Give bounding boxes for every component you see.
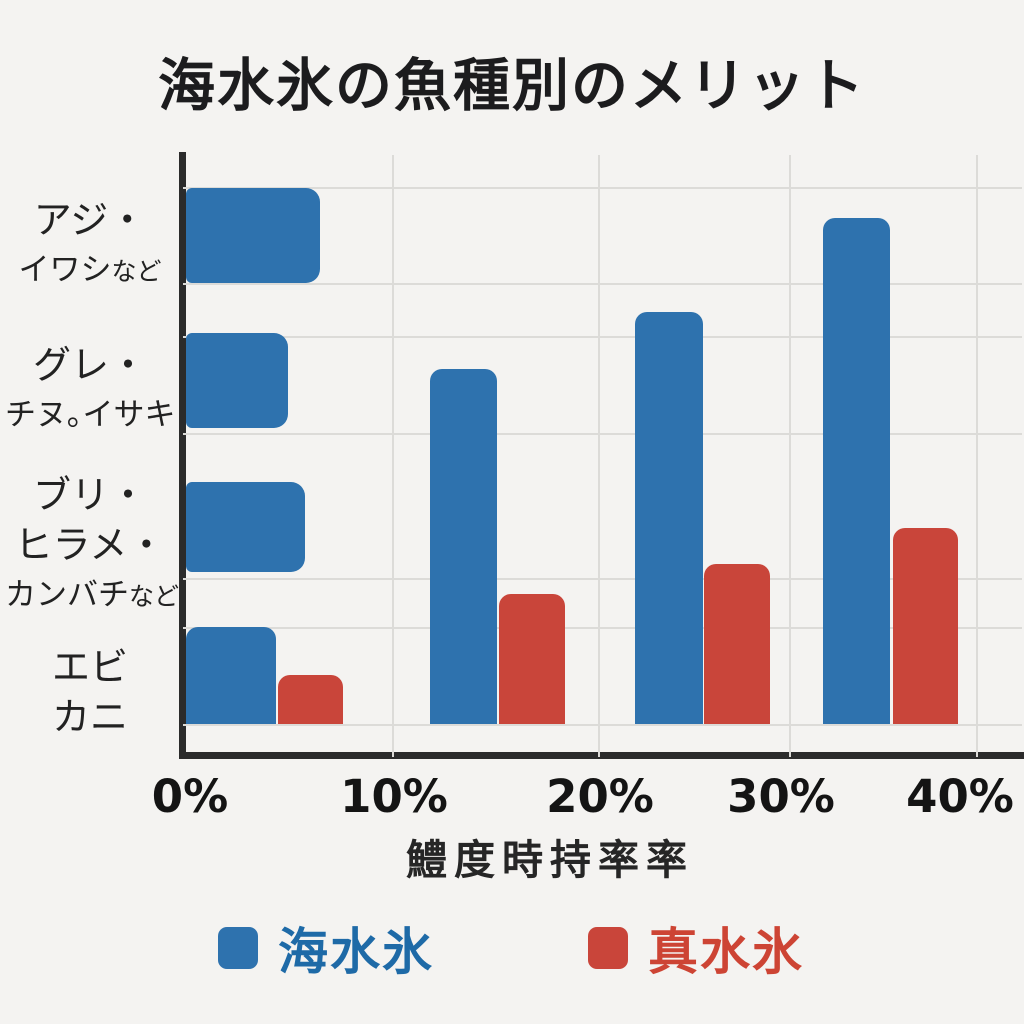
seawater-ice-bar: [635, 312, 703, 724]
x-tick-0: 0%: [151, 770, 229, 823]
y-axis-label-line: イワシなど: [18, 252, 162, 288]
gridline-horizontal: [183, 578, 1022, 580]
gridline-vertical: [392, 155, 394, 757]
seawater-ice-bar: [186, 188, 320, 283]
y-axis-label-line: アジ・: [33, 198, 147, 242]
y-axis-label-suffix: など: [111, 257, 162, 286]
legend-item-freshwater-ice: 真水氷: [588, 912, 804, 984]
y-axis-label: グレ・チヌ｡イサキ: [5, 340, 176, 440]
seawater-ice-bar: [823, 218, 890, 724]
seawater-ice-bar: [186, 627, 276, 724]
legend-label-seawater-ice: 海水氷: [278, 923, 434, 981]
gridline-horizontal: [183, 283, 1022, 285]
gridline-horizontal: [183, 187, 1022, 189]
gridline-horizontal: [183, 724, 1022, 726]
x-tick-40: 40%: [906, 770, 1014, 823]
y-axis-label-line: カンバチなど: [5, 577, 180, 613]
y-axis-label-line: エビ: [51, 645, 128, 689]
y-axis-label-line: グレ・: [32, 343, 147, 387]
gridline-vertical: [789, 155, 791, 757]
legend-item-seawater-ice: 海水氷: [218, 912, 434, 984]
y-axis-label-line: ヒラメ・: [14, 523, 166, 567]
plot-area: [183, 155, 1022, 757]
y-axis-label-line: ブリ・: [32, 473, 147, 517]
x-axis-title: 鱧度時持率率: [406, 836, 694, 884]
x-tick-30: 30%: [727, 770, 835, 823]
legend: 海水氷 真水氷: [0, 912, 1024, 982]
x-axis-line: [179, 752, 1024, 759]
chart-title: 海水氷の魚種別のメリット: [158, 53, 866, 119]
seawater-ice-bar: [430, 369, 497, 724]
y-axis-label: エビ カニ: [5, 642, 175, 742]
y-axis-label-suffix: など: [129, 582, 180, 611]
y-axis-line: [179, 152, 186, 759]
gridline-vertical: [976, 155, 978, 757]
legend-label-freshwater-ice: 真水氷: [648, 923, 804, 981]
seawater-ice-bar: [186, 333, 288, 428]
x-tick-20: 20%: [546, 770, 654, 823]
gridline-vertical: [598, 155, 600, 757]
y-axis-label: アジ・イワシなど: [5, 195, 175, 297]
x-tick-10: 10%: [340, 770, 448, 823]
y-axis-label-line: チヌ｡イサキ: [5, 397, 176, 433]
y-axis-label-line: カニ: [51, 695, 128, 739]
gridline-horizontal: [183, 627, 1022, 629]
legend-swatch-blue-icon: [218, 927, 258, 969]
freshwater-ice-bar: [278, 675, 343, 724]
gridline-horizontal: [183, 433, 1022, 435]
y-axis-label: ブリ・ヒラメ・カンバチなど: [5, 470, 180, 622]
legend-swatch-red-icon: [588, 927, 628, 969]
seawater-ice-bar: [186, 482, 305, 572]
freshwater-ice-bar: [499, 594, 565, 724]
gridline-horizontal: [183, 336, 1022, 338]
freshwater-ice-bar: [893, 528, 958, 724]
freshwater-ice-bar: [704, 564, 770, 724]
